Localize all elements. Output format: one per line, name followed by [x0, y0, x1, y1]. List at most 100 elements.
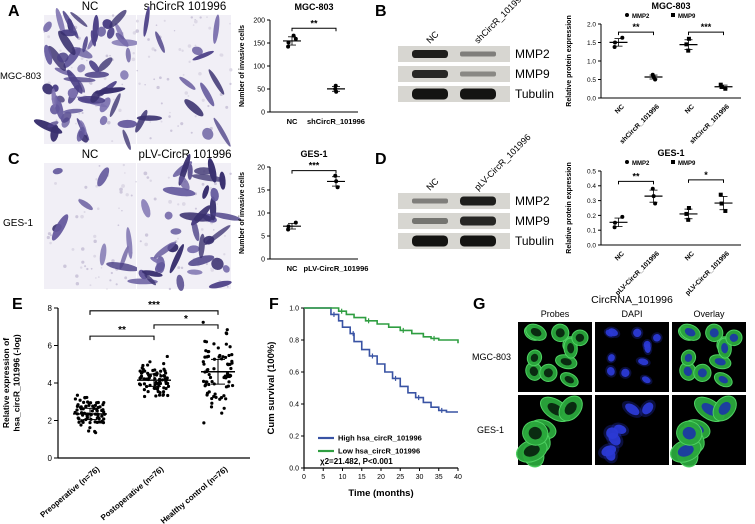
fluor-mgc803-dapi	[595, 322, 669, 392]
invasion-micrograph-a-nc	[33, 8, 139, 150]
svg-text:shCircR_101996: shCircR_101996	[689, 103, 731, 145]
svg-text:40: 40	[454, 474, 462, 481]
svg-text:0.0: 0.0	[587, 95, 596, 102]
svg-text:0: 0	[261, 256, 265, 263]
svg-text:**: **	[632, 22, 640, 32]
protein-expression-chart-ges1: GES-1 MMP2 MMP9 0.0 0.1 0.2 0.3 0.4 0.5 Relative …	[566, 148, 741, 297]
svg-text:0.4: 0.4	[289, 402, 299, 409]
western-blot-d	[398, 193, 510, 249]
svg-text:***: ***	[701, 22, 712, 32]
svg-text:0: 0	[302, 474, 306, 481]
svg-text:Relative expression ofhsa_circ: Relative expression ofhsa_circR_101996 (…	[1, 334, 22, 431]
band-label-d-mmp9: MMP9	[515, 214, 550, 228]
svg-text:0.1: 0.1	[587, 228, 596, 235]
svg-text:**: **	[310, 18, 318, 28]
cell-line-label-ges1: GES-1	[3, 218, 34, 229]
svg-text:6: 6	[48, 341, 53, 350]
svg-text:35: 35	[435, 474, 443, 481]
svg-text:1.0: 1.0	[587, 58, 596, 65]
panel-b: B NC shCircR_101996 MMP2 MMP9 Tubulin MG…	[365, 0, 755, 147]
svg-text:20: 20	[257, 164, 265, 171]
lane-label-d-nc: NC	[424, 176, 441, 193]
panel-c: C GES-1 NC pLV-CircR 101996 GES-1 0 5 10 15 2…	[0, 147, 368, 292]
svg-text:Healthy control (n=76): Healthy control (n=76)	[159, 464, 230, 524]
invasion-micrograph-c-plv	[127, 153, 242, 291]
svg-text:20: 20	[377, 474, 385, 481]
svg-text:0.6: 0.6	[289, 370, 299, 377]
band-label-b-mmp9: MMP9	[515, 67, 550, 81]
svg-text:*: *	[184, 314, 188, 325]
svg-text:*: *	[704, 170, 708, 180]
svg-text:1.5: 1.5	[587, 40, 596, 47]
invasion-micrograph-c-nc	[44, 163, 139, 290]
fluor-ges1-overlay	[669, 395, 746, 468]
panel-c-letter: C	[8, 151, 20, 168]
panel-a: A MGC-803 NC shCircR 101996 MGC-803 0 50 10…	[0, 0, 365, 150]
svg-text:Cum survival (100%): Cum survival (100%)	[266, 342, 277, 435]
svg-text:NC: NC	[684, 250, 696, 262]
micrograph-label-c-plv: pLV-CircR 101996	[138, 149, 232, 161]
lane-label-b-sh: shCircR_101996	[472, 0, 526, 45]
western-blot-b	[398, 46, 510, 102]
panel-e-letter: E	[12, 296, 23, 313]
svg-text:GES-1: GES-1	[300, 149, 327, 159]
svg-text:**: **	[632, 171, 640, 181]
panel-b-letter: B	[375, 3, 387, 20]
blot-lane-labels-d: NC pLV-CircR_101996	[424, 132, 532, 193]
band-label-d-mmp2: MMP2	[515, 194, 550, 208]
svg-text:0.0: 0.0	[289, 466, 299, 473]
svg-text:MMP2: MMP2	[632, 161, 650, 167]
svg-text:MMP2: MMP2	[632, 14, 650, 20]
svg-text:NC: NC	[287, 117, 298, 126]
svg-text:0.8: 0.8	[289, 338, 299, 345]
band-label-b-mmp2: MMP2	[515, 47, 550, 61]
panel-f: F 0.0 0.2 0.4 0.6 0.8 1.0 0 5 10 15 20 25 30 35 40 Cum …	[262, 292, 468, 524]
svg-text:**: **	[118, 325, 126, 336]
expression-scatter-chart: 0 2 4 6 8 Relative expression ofhsa_circR_101…	[1, 300, 250, 524]
svg-text:30: 30	[416, 474, 424, 481]
svg-text:NC: NC	[614, 250, 626, 262]
svg-text:0.5: 0.5	[587, 77, 596, 84]
svg-text:0: 0	[48, 454, 53, 463]
svg-text:10: 10	[339, 474, 347, 481]
panel-d: D NC pLV-CircR_101996 MMP2 MMP9 Tubulin …	[365, 132, 755, 297]
svg-text:Number of invasive cells: Number of invasive cells	[239, 172, 246, 254]
fish-row-ges1: GES-1	[477, 425, 505, 435]
svg-text:2.0: 2.0	[587, 21, 596, 28]
svg-text:0.3: 0.3	[587, 198, 596, 205]
svg-text:Postoperative (n=76): Postoperative (n=76)	[99, 464, 165, 522]
svg-text:Number of invasive cells: Number of invasive cells	[239, 25, 246, 107]
fish-title: CircRNA_101996	[591, 294, 673, 306]
micrograph-label-a-nc: NC	[81, 1, 99, 13]
svg-text:150: 150	[253, 40, 265, 47]
svg-text:25: 25	[396, 474, 404, 481]
panel-a-letter: A	[8, 3, 20, 20]
svg-text:χ2=21.482, P<0.001: χ2=21.482, P<0.001	[320, 457, 393, 466]
svg-text:NC: NC	[287, 264, 298, 273]
svg-text:Preoperative (n=76): Preoperative (n=76)	[38, 464, 101, 519]
svg-text:Time (months): Time (months)	[348, 488, 413, 499]
blot-lane-labels-b: NC shCircR_101996	[424, 0, 526, 46]
lane-label-b-nc: NC	[424, 29, 441, 46]
fish-col-probes: Probes	[540, 309, 570, 319]
fish-row-mgc803: MGC-803	[472, 352, 512, 362]
svg-text:5: 5	[261, 233, 265, 240]
svg-text:***: ***	[148, 300, 160, 311]
cell-line-label-mgc803: MGC-803	[0, 71, 42, 82]
svg-text:4: 4	[48, 379, 53, 388]
svg-text:15: 15	[358, 474, 366, 481]
svg-text:MMP9: MMP9	[678, 14, 696, 20]
fluor-ges1-probes	[515, 395, 592, 468]
svg-text:shCircR_101996: shCircR_101996	[619, 103, 661, 145]
svg-text:10: 10	[257, 210, 265, 217]
panel-f-letter: F	[269, 296, 279, 313]
svg-text:0.5: 0.5	[587, 168, 596, 175]
svg-text:200: 200	[253, 17, 265, 24]
invasion-count-chart-mgc803: MGC-803 0 50 100 150 200 Number of invasive ce…	[239, 2, 365, 126]
svg-text:0.2: 0.2	[289, 434, 299, 441]
svg-text:50: 50	[257, 86, 265, 93]
fluor-mgc803-probes	[518, 322, 592, 392]
fish-col-dapi: DAPI	[621, 309, 643, 319]
